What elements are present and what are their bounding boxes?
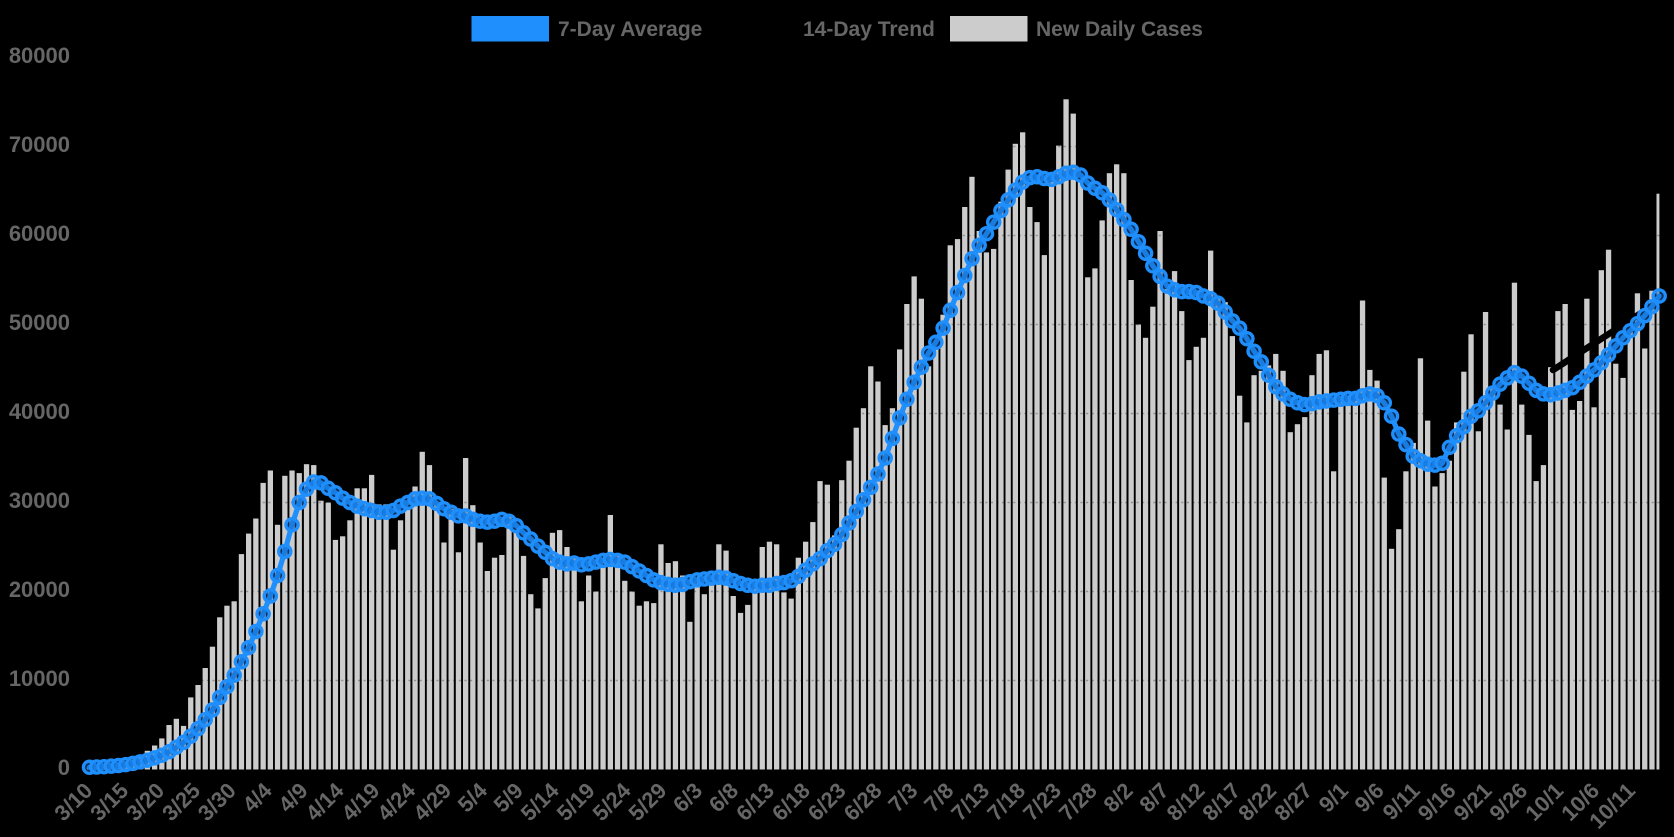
svg-text:10000: 10000 xyxy=(9,666,70,691)
svg-text:80000: 80000 xyxy=(9,43,70,68)
svg-text:40000: 40000 xyxy=(9,399,70,424)
svg-text:14-Day Trend: 14-Day Trend xyxy=(803,18,935,41)
svg-text:60000: 60000 xyxy=(9,221,70,246)
svg-text:20000: 20000 xyxy=(9,577,70,602)
svg-text:7-Day Average: 7-Day Average xyxy=(558,18,702,41)
svg-text:30000: 30000 xyxy=(9,488,70,513)
svg-text:0: 0 xyxy=(58,755,70,780)
svg-text:New Daily Cases: New Daily Cases xyxy=(1036,18,1203,41)
svg-text:70000: 70000 xyxy=(9,132,70,157)
svg-text:50000: 50000 xyxy=(9,310,70,335)
